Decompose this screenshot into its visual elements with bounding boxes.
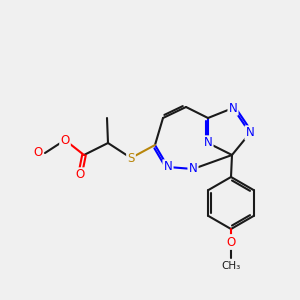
Text: O: O — [75, 169, 85, 182]
Text: N: N — [204, 136, 212, 149]
Text: N: N — [246, 127, 254, 140]
Text: S: S — [127, 152, 135, 164]
Text: N: N — [229, 101, 237, 115]
Text: O: O — [34, 146, 43, 160]
Text: N: N — [164, 160, 172, 173]
Text: O: O — [226, 236, 236, 248]
Text: N: N — [189, 163, 197, 176]
Text: CH₃: CH₃ — [221, 261, 241, 271]
Text: O: O — [226, 236, 236, 248]
Text: O: O — [60, 134, 70, 146]
